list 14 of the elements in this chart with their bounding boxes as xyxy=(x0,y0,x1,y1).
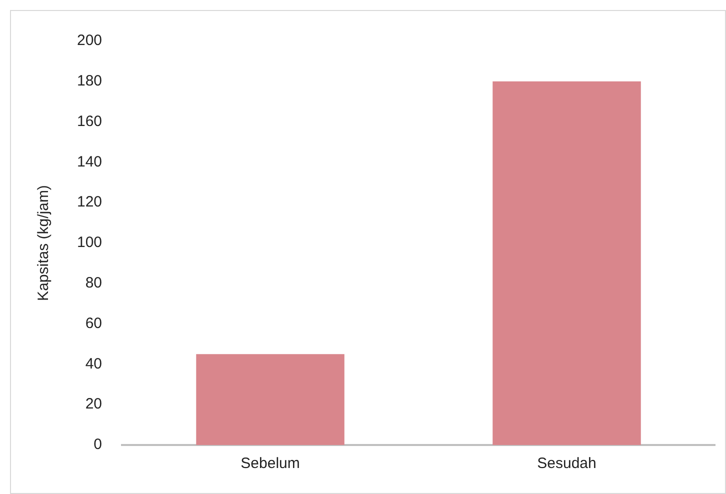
y-tick-label: 20 xyxy=(85,396,102,413)
x-tick-label: Sesudah xyxy=(537,455,596,472)
y-axis-title: Kapsitas (kg/jam) xyxy=(35,185,52,301)
x-tick-label: Sebelum xyxy=(240,455,300,472)
y-tick-label: 140 xyxy=(76,153,102,170)
y-tick-label: 180 xyxy=(76,72,102,90)
y-tick-label: 100 xyxy=(76,234,102,252)
y-tick-label: 60 xyxy=(85,314,102,332)
y-tick-label: 40 xyxy=(85,355,102,372)
y-tick-label: 0 xyxy=(94,436,102,454)
y-tick-label: 80 xyxy=(85,274,102,292)
y-tick-label: 200 xyxy=(76,32,102,50)
y-tick-label: 120 xyxy=(76,194,102,211)
y-tick-label: 160 xyxy=(76,112,102,130)
